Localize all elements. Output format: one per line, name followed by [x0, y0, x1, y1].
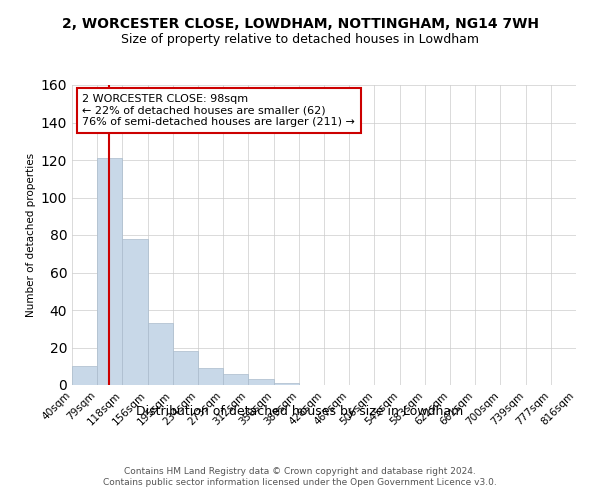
Bar — [223, 374, 248, 385]
Bar — [198, 368, 223, 385]
Bar — [72, 366, 97, 385]
Bar — [122, 239, 148, 385]
Bar — [148, 323, 173, 385]
Bar — [97, 158, 122, 385]
Text: Contains HM Land Registry data © Crown copyright and database right 2024.
Contai: Contains HM Land Registry data © Crown c… — [103, 468, 497, 487]
Bar — [248, 380, 274, 385]
Bar — [173, 351, 198, 385]
Bar — [274, 383, 299, 385]
Text: Distribution of detached houses by size in Lowdham: Distribution of detached houses by size … — [136, 405, 464, 418]
Text: 2 WORCESTER CLOSE: 98sqm
← 22% of detached houses are smaller (62)
76% of semi-d: 2 WORCESTER CLOSE: 98sqm ← 22% of detach… — [82, 94, 355, 127]
Y-axis label: Number of detached properties: Number of detached properties — [26, 153, 37, 317]
Text: 2, WORCESTER CLOSE, LOWDHAM, NOTTINGHAM, NG14 7WH: 2, WORCESTER CLOSE, LOWDHAM, NOTTINGHAM,… — [62, 18, 539, 32]
Text: Size of property relative to detached houses in Lowdham: Size of property relative to detached ho… — [121, 32, 479, 46]
